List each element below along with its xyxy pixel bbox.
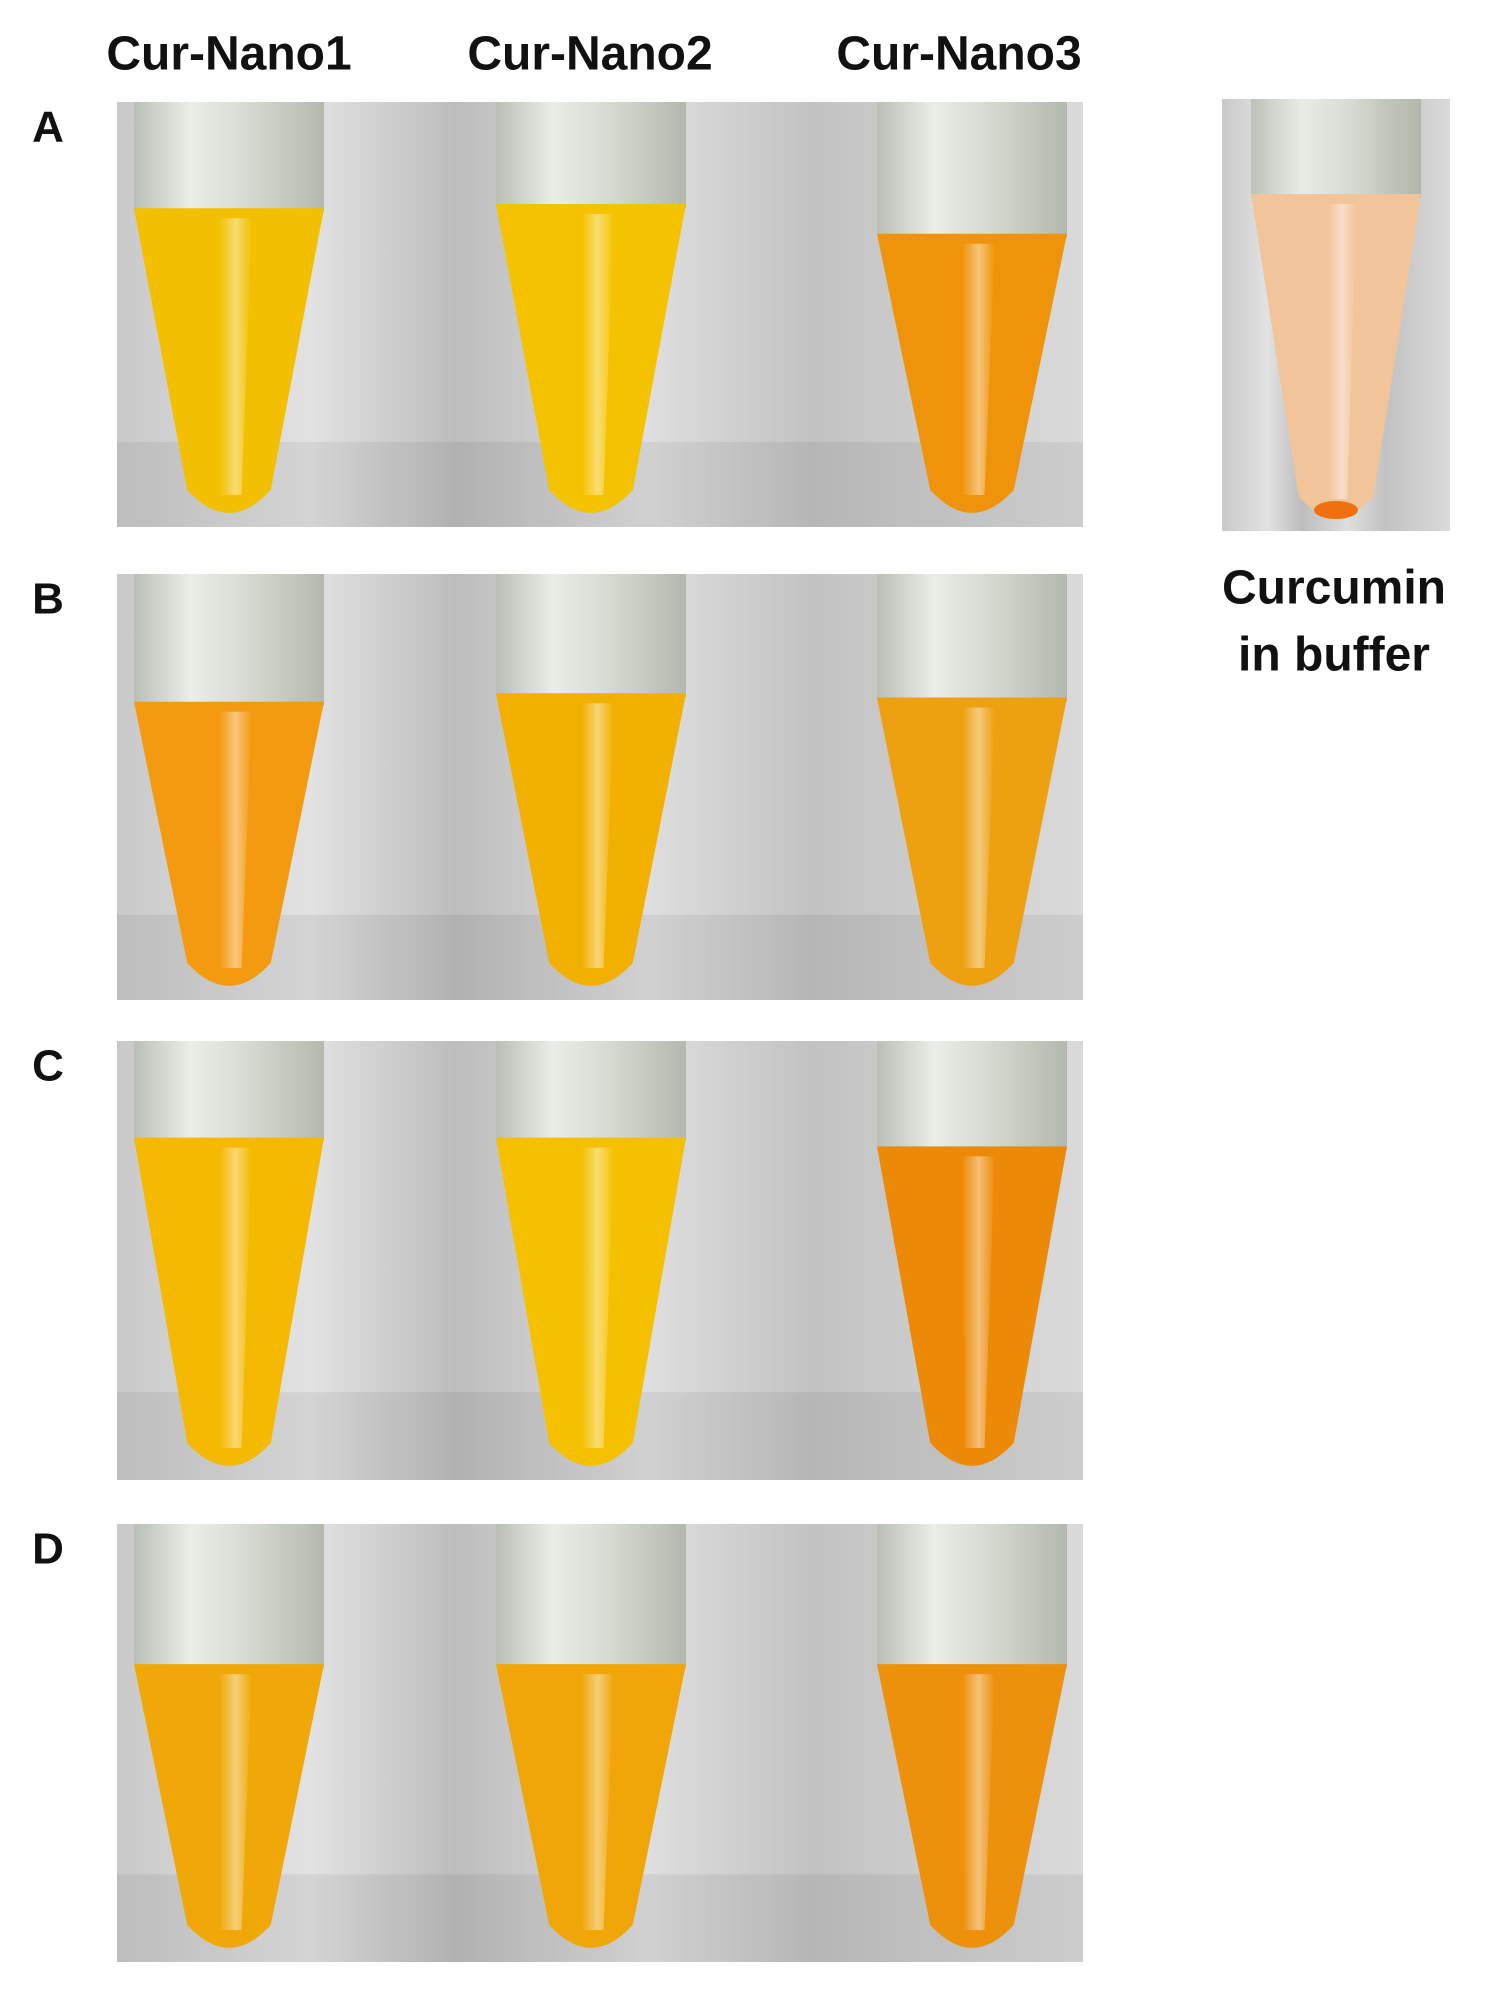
tube-shine (219, 218, 252, 495)
row-label: D (32, 1525, 64, 1574)
tube-shine (219, 711, 252, 968)
row-label: C (32, 1042, 64, 1091)
tube-glass (134, 102, 324, 213)
tube-glass (134, 1041, 324, 1142)
tube-shine (219, 1674, 252, 1930)
row-label: B (32, 575, 64, 624)
tube-glass (496, 574, 686, 698)
side-label: in buffer (1238, 629, 1430, 682)
tube-glass (877, 1041, 1067, 1151)
side-label: Curcumin (1222, 562, 1446, 615)
tube-glass (877, 574, 1067, 702)
photo-panels: A B C D (32, 99, 1450, 1962)
tube-glass (877, 1524, 1067, 1669)
tube-shine (962, 1156, 995, 1448)
column-label: Cur-Nano3 (836, 28, 1081, 81)
tube-glass (877, 102, 1067, 238)
tube-shine (962, 1674, 995, 1930)
tube-shine (581, 703, 614, 968)
column-label: Cur-Nano2 (467, 28, 712, 81)
sediment (1314, 501, 1358, 519)
tube-shine (219, 1147, 252, 1448)
tube-glass (1251, 99, 1421, 199)
row-label: A (32, 103, 64, 152)
tube-glass (496, 1041, 686, 1142)
tube-shine (581, 1147, 614, 1448)
tube-shine (1327, 204, 1357, 500)
tube-shine (581, 1674, 614, 1930)
tube-glass (134, 574, 324, 706)
tube-glass (496, 1524, 686, 1669)
tube-shine (962, 243, 995, 495)
tube-glass (496, 102, 686, 208)
tube-shine (581, 214, 614, 495)
tube-glass (134, 1524, 324, 1669)
column-label: Cur-Nano1 (106, 28, 351, 81)
tube-shine (962, 707, 995, 968)
